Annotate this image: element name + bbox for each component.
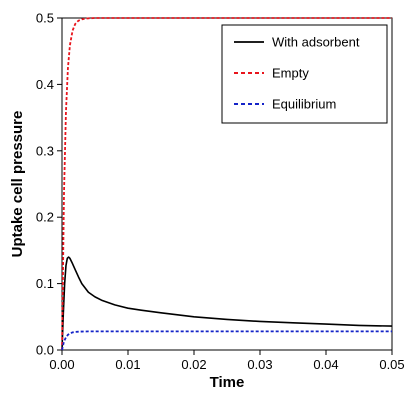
y-axis-title: Uptake cell pressure — [9, 111, 26, 258]
x-tick-label: 0.01 — [115, 357, 140, 372]
series-line-empty — [61, 17, 392, 351]
series-line-equilibrium — [61, 330, 392, 351]
x-tick-label: 0.02 — [181, 357, 206, 372]
legend-label: With adsorbent — [272, 35, 360, 50]
plot-area: 0.00 0.01 0.02 0.03 0.04 0.05 0.0 0.1 0.2 0.3 0.4 0… — [36, 11, 405, 373]
x-tick-label: 0.03 — [247, 357, 272, 372]
y-tick-label: 0.1 — [36, 276, 54, 291]
x-tick-label: 0.04 — [313, 357, 338, 372]
y-tick-label: 0.4 — [36, 77, 54, 92]
y-tick-label: 0.0 — [36, 343, 54, 358]
legend-label: Empty — [272, 66, 309, 81]
legend: With adsorbent Empty Equilibrium — [221, 24, 388, 124]
x-tick-label: 0.00 — [49, 357, 74, 372]
y-tick-label: 0.2 — [36, 210, 54, 225]
x-tick-label: 0.05 — [379, 357, 404, 372]
y-tick-label: 0.3 — [36, 143, 54, 158]
x-axis-title: Time — [210, 374, 245, 391]
series-line-with-adsorbent — [61, 256, 393, 351]
y-tick-label: 0.5 — [36, 11, 54, 26]
legend-label: Equilibrium — [272, 97, 336, 112]
